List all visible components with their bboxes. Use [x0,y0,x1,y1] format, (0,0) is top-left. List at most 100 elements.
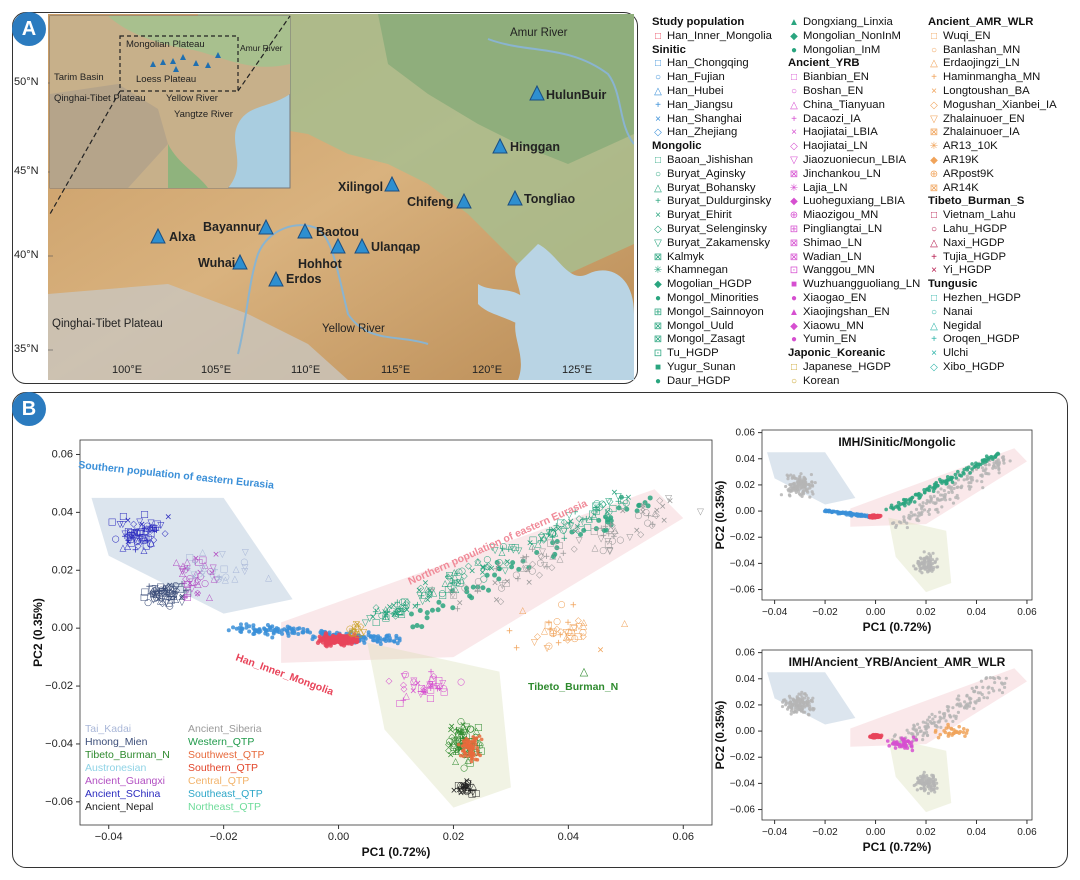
data-point: × [457,728,465,738]
legend-label: Oroqen_HGDP [943,333,1020,346]
data-point [636,502,642,508]
data-point [790,486,795,490]
data-point [921,734,925,738]
data-point: ○ [153,586,161,596]
data-point [965,706,969,710]
data-point: ▽ [172,591,179,601]
data-point: ◇ [350,626,357,636]
data-point: + [432,681,440,691]
data-point: + [159,584,167,594]
data-point: + [452,736,460,746]
data-point: ▽ [188,584,195,594]
data-point [997,463,1001,467]
data-point: □ [556,519,565,529]
data-point [1008,459,1012,463]
data-point: × [390,601,398,611]
data-point: ◇ [465,562,472,572]
legend-label: Mongol_Minorities [667,291,759,304]
data-point: △ [465,783,472,793]
x-axis-label: PC1 (0.72%) [863,840,932,854]
data-point: ○ [549,629,557,639]
data-point [813,480,817,485]
legend-label: Erdaojingzi_LN [943,57,1020,70]
data-point: △ [425,679,432,689]
data-point: □ [588,510,597,520]
data-point: + [455,746,463,756]
legend-item: + Haminmangha_MN [928,71,1057,85]
legend-marker: ○ [790,85,798,97]
legend-label: Mongol_Zasagt [667,333,745,346]
data-point: × [426,592,434,602]
data-point: △ [193,569,200,579]
y-tick-label: 0.06 [736,428,756,439]
data-point: + [645,512,653,522]
data-point [808,495,812,499]
legend-marker: ▽ [930,113,938,125]
data-point [992,461,996,465]
data-point: △ [464,786,471,796]
legend-col-2: ▲ Dongxiang_Linxia ◆ Mongolian_NonInM ● Mongo… [788,16,920,389]
legend-marker: ◆ [790,196,798,208]
data-point: ▽ [151,591,158,601]
data-point: + [593,507,601,517]
data-point: + [156,587,164,597]
legend-col-1: Study population □ Han_Inner_Mongolia Sinit… [652,16,772,389]
inset-amur: Amur River [240,43,283,53]
legend-item: ⊞ Pingliangtai_LN [788,223,920,237]
data-point [470,756,474,761]
data-point [956,496,960,500]
data-point: ▽ [456,726,463,736]
data-point [417,608,423,614]
data-point: + [351,625,359,635]
data-point [552,551,558,557]
legend-item: ▽ Buryat_Zakamensky [652,237,772,251]
data-point: □ [434,676,443,686]
data-point [802,481,806,485]
legend-item: □ Baoan_Jishishan [652,154,772,168]
data-point: △ [474,584,481,594]
data-point [247,629,252,634]
data-point [810,483,814,487]
data-point: + [600,531,608,541]
data-point [936,510,940,514]
data-point: ▽ [138,537,145,547]
data-point: + [145,582,153,592]
data-point: ○ [500,542,508,552]
legend-group-header: Tungusic [928,278,978,291]
inset-map: Mongolian Plateau Amur River Tarim Basin… [49,15,291,189]
data-point: ◇ [656,496,663,506]
data-point: △ [519,606,526,616]
data-point: + [420,687,428,697]
data-point: △ [476,738,483,748]
data-point: ○ [593,499,601,509]
legend-label: Buryat_Selenginsky [667,222,767,235]
data-point: ○ [596,503,604,513]
data-point: ○ [571,634,579,644]
legend-label: Wuzhuangguoliang_LN [803,278,921,291]
data-point: △ [184,558,191,568]
data-point: × [422,579,430,589]
data-point [961,730,966,735]
data-point: × [459,721,467,731]
data-point [1000,690,1005,695]
data-point: + [514,574,522,584]
data-point [789,709,794,713]
panel-b-badge: B [12,392,46,426]
data-point: ▽ [136,535,143,545]
data-point [927,564,931,568]
legend-label: Wanggou_MN [803,264,875,277]
data-point [902,498,907,502]
site-tongliao: Tongliao [524,192,576,206]
data-point [922,508,927,512]
data-point [992,689,996,693]
legend-item: ⊠ Mongol_Uuld [652,320,772,334]
data-point [800,491,804,496]
data-point [378,636,383,641]
data-point [960,484,964,488]
data-point: × [479,568,487,578]
data-point [509,564,515,570]
legend-item: ○ Banlashan_MN [928,44,1057,58]
data-point [952,714,956,718]
data-point: △ [591,512,598,522]
legend-label: Xiaowu_MN [803,319,864,332]
